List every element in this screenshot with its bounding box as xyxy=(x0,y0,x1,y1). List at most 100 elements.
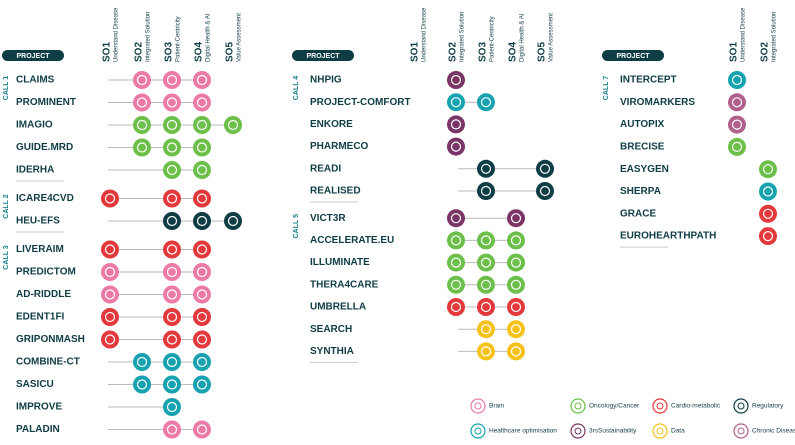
header-label: PROJECT xyxy=(616,53,650,60)
column-label: Value Assessment xyxy=(549,13,555,62)
column-code: SO4 xyxy=(194,42,205,62)
objective-marker-icon xyxy=(166,193,178,204)
objective-marker xyxy=(193,263,211,281)
objective-marker xyxy=(536,182,554,200)
objective-marker xyxy=(728,71,746,89)
objective-marker-icon xyxy=(136,379,148,390)
objective-marker xyxy=(193,240,211,259)
objective-marker xyxy=(133,138,151,157)
objective-marker xyxy=(447,253,465,272)
objective-marker xyxy=(447,93,465,112)
project-name: GUIDE.MRD xyxy=(16,142,73,153)
column-label: Integrated Solution xyxy=(772,12,778,62)
call-label: CALL 2 xyxy=(3,194,10,218)
legend-label: Regulatory xyxy=(752,403,784,410)
column-label: Patient-Centricity xyxy=(490,16,496,62)
objective-marker xyxy=(193,116,211,134)
objective-marker xyxy=(193,285,211,304)
legend-icon xyxy=(652,398,668,414)
objective-marker-icon xyxy=(731,141,743,152)
legend-icon xyxy=(470,398,486,414)
project-name: SHERPA xyxy=(620,186,661,197)
objective-marker-icon xyxy=(136,74,148,86)
objective-marker xyxy=(101,285,119,304)
objective-marker-icon xyxy=(166,266,178,278)
objective-marker-icon xyxy=(104,266,116,278)
objective-marker-icon xyxy=(166,424,178,435)
project-name: ICARE4CVD xyxy=(16,193,74,204)
legend-icon-inner xyxy=(574,427,582,435)
objective-marker xyxy=(133,375,151,394)
project-name: SYNTHIA xyxy=(310,346,354,357)
objective-marker-icon xyxy=(166,215,178,227)
objective-marker xyxy=(447,71,465,89)
objective-marker xyxy=(163,353,181,371)
objective-marker xyxy=(477,342,495,361)
objective-marker xyxy=(759,182,777,201)
column-label: Digital Health & AI xyxy=(206,13,212,62)
objective-marker-icon xyxy=(104,244,116,255)
project-name: PALADIN xyxy=(16,424,60,435)
objective-marker-icon xyxy=(762,208,774,219)
objective-marker xyxy=(163,116,181,134)
objective-marker-icon xyxy=(510,279,522,290)
objective-marker-icon xyxy=(196,311,208,323)
objective-marker xyxy=(759,204,777,223)
objective-marker xyxy=(728,93,746,112)
objective-marker-icon xyxy=(196,266,208,278)
objective-marker xyxy=(477,182,495,200)
column-code: SO3 xyxy=(478,42,489,62)
project-name: COMBINE-CT xyxy=(16,357,80,368)
objective-marker xyxy=(224,116,242,134)
legend-label: Oncology/Cancer xyxy=(589,403,640,410)
project-name: IDERHA xyxy=(16,165,54,176)
header-badge xyxy=(602,50,664,61)
objective-marker-icon xyxy=(196,74,208,86)
project-name: IMPROVE xyxy=(16,402,62,413)
column-code: SO2 xyxy=(134,42,145,62)
objective-marker-icon xyxy=(510,213,522,224)
objective-marker-icon xyxy=(762,164,774,175)
objective-marker-icon xyxy=(166,74,178,86)
legend-label: 3rsSustainability xyxy=(589,428,637,435)
legend-label: Data xyxy=(671,428,685,435)
objective-marker xyxy=(477,231,495,250)
project-name: GRACE xyxy=(620,208,656,219)
legend-label: Cardio-metabolic xyxy=(671,403,721,410)
column-label: Digital Health & AI xyxy=(520,13,526,62)
legend-label: Chronic Disease xyxy=(752,428,795,435)
objective-marker-icon xyxy=(510,257,522,268)
objective-marker-icon xyxy=(450,119,462,130)
project-name: AD-RIDDLE xyxy=(16,289,71,300)
objective-marker-icon xyxy=(731,119,743,130)
objective-marker-icon xyxy=(480,346,492,357)
objective-marker-icon xyxy=(196,424,208,435)
objective-marker-icon xyxy=(196,142,208,153)
objective-marker xyxy=(193,353,211,371)
objective-marker xyxy=(163,189,181,208)
project-name: CLAIMS xyxy=(16,75,55,86)
objective-marker-icon xyxy=(480,279,492,290)
objective-marker-icon xyxy=(539,163,551,174)
objective-marker-icon xyxy=(196,244,208,255)
objective-marker xyxy=(133,353,151,371)
objective-marker xyxy=(477,253,495,272)
legend-label: Brain xyxy=(489,403,505,410)
objective-marker-icon xyxy=(480,235,492,246)
column-label: Value Assessment xyxy=(237,13,243,62)
objective-marker-icon xyxy=(480,97,492,108)
objective-marker xyxy=(163,71,181,89)
objective-marker-icon xyxy=(480,301,492,313)
column-label: Integrated Solution xyxy=(460,12,466,62)
objective-marker-icon xyxy=(450,279,462,290)
objective-marker-icon xyxy=(510,235,522,246)
objective-marker xyxy=(193,330,211,349)
objective-marker-icon xyxy=(510,324,522,335)
legend-icon-inner xyxy=(656,427,664,435)
objective-marker xyxy=(193,138,211,157)
objective-marker-icon xyxy=(196,289,208,300)
column-label: Integrated Solution xyxy=(146,12,152,62)
objective-marker-icon xyxy=(104,193,116,204)
call-label: CALL 3 xyxy=(3,245,10,269)
column-label: Understand Disease xyxy=(422,7,428,62)
